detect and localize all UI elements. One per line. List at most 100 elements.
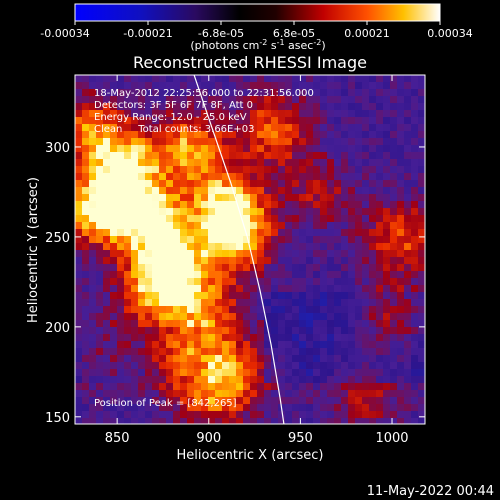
- heatmap-cell: [334, 418, 342, 424]
- x-tick-label: 950: [288, 431, 313, 446]
- heatmap-cell: [334, 229, 342, 237]
- heatmap-cell: [152, 194, 160, 202]
- heatmap-cell: [75, 82, 83, 90]
- heatmap-cell: [117, 355, 125, 363]
- heatmap-cell: [271, 369, 279, 377]
- heatmap-cell: [362, 159, 370, 167]
- heatmap-cell: [236, 131, 244, 139]
- heatmap-cell: [418, 89, 425, 97]
- heatmap-cell: [103, 96, 111, 104]
- heatmap-cell: [390, 292, 398, 300]
- heatmap-cell: [390, 418, 398, 424]
- heatmap-cell: [110, 334, 118, 342]
- heatmap-cell: [243, 222, 251, 230]
- heatmap-cell: [110, 341, 118, 349]
- heatmap-cell: [110, 243, 118, 251]
- heatmap-cell: [334, 89, 342, 97]
- heatmap-cell: [250, 411, 258, 419]
- heatmap-cell: [208, 166, 216, 174]
- heatmap-cell: [145, 75, 153, 83]
- heatmap-cell: [215, 103, 223, 111]
- heatmap-cell: [208, 362, 216, 370]
- heatmap-cell: [187, 194, 195, 202]
- heatmap-cell: [138, 208, 146, 216]
- heatmap-cell: [75, 124, 83, 132]
- heatmap-cell: [341, 250, 349, 258]
- heatmap-cell: [82, 397, 90, 405]
- heatmap-cell: [411, 313, 419, 321]
- heatmap-cell: [152, 320, 160, 328]
- heatmap-cell: [257, 341, 265, 349]
- heatmap-cell: [82, 362, 90, 370]
- heatmap-cell: [313, 124, 321, 132]
- heatmap-cell: [117, 215, 125, 223]
- heatmap-cell: [96, 348, 104, 356]
- heatmap-cell: [96, 180, 104, 188]
- heatmap-cell: [257, 271, 265, 279]
- heatmap-cell: [404, 250, 412, 258]
- heatmap-cell: [271, 187, 279, 195]
- heatmap-cell: [243, 243, 251, 251]
- heatmap-cell: [348, 236, 356, 244]
- heatmap-cell: [355, 201, 363, 209]
- heatmap-cell: [75, 299, 83, 307]
- heatmap-cell: [243, 166, 251, 174]
- heatmap-cell: [376, 313, 384, 321]
- heatmap-cell: [145, 264, 153, 272]
- heatmap-cell: [418, 285, 425, 293]
- heatmap-cell: [243, 348, 251, 356]
- heatmap-cell: [138, 96, 146, 104]
- heatmap-cell: [334, 75, 342, 83]
- heatmap-cell: [278, 166, 286, 174]
- heatmap-cell: [306, 250, 314, 258]
- heatmap-cell: [124, 320, 132, 328]
- heatmap-cell: [75, 222, 83, 230]
- heatmap-cell: [103, 187, 111, 195]
- heatmap-cell: [334, 131, 342, 139]
- heatmap-cell: [236, 404, 244, 412]
- heatmap-cell: [341, 334, 349, 342]
- heatmap-cell: [194, 285, 202, 293]
- heatmap-cell: [306, 75, 314, 83]
- heatmap-cell: [201, 96, 209, 104]
- heatmap-cell: [285, 369, 293, 377]
- heatmap-cell: [383, 306, 391, 314]
- heatmap-cell: [222, 341, 230, 349]
- heatmap-cell: [75, 285, 83, 293]
- heatmap-cell: [299, 89, 307, 97]
- heatmap-cell: [180, 369, 188, 377]
- heatmap-cell: [110, 306, 118, 314]
- heatmap-cell: [166, 250, 174, 258]
- heatmap-cell: [187, 299, 195, 307]
- heatmap-cell: [299, 110, 307, 118]
- heatmap-cell: [306, 117, 314, 125]
- heatmap-cell: [229, 159, 237, 167]
- heatmap-cell: [166, 334, 174, 342]
- heatmap-cell: [292, 264, 300, 272]
- heatmap-cell: [376, 96, 384, 104]
- heatmap-cell: [292, 236, 300, 244]
- heatmap-cell: [201, 229, 209, 237]
- heatmap-cell: [103, 201, 111, 209]
- heatmap-cell: [75, 362, 83, 370]
- heatmap-cell: [257, 257, 265, 265]
- heatmap-cell: [355, 131, 363, 139]
- heatmap-cell: [75, 376, 83, 384]
- heatmap-cell: [201, 292, 209, 300]
- heatmap-cell: [313, 257, 321, 265]
- heatmap-cell: [397, 327, 405, 335]
- heatmap-cell: [243, 369, 251, 377]
- heatmap-cell: [299, 299, 307, 307]
- heatmap-cell: [96, 89, 104, 97]
- heatmap-cell: [110, 250, 118, 258]
- heatmap-cell: [292, 313, 300, 321]
- heatmap-cell: [124, 271, 132, 279]
- heatmap-cell: [306, 362, 314, 370]
- heatmap-cell: [327, 250, 335, 258]
- heatmap-cell: [243, 383, 251, 391]
- heatmap-cell: [201, 271, 209, 279]
- heatmap-cell: [369, 215, 377, 223]
- heatmap-cell: [117, 278, 125, 286]
- heatmap-cell: [124, 152, 132, 160]
- heatmap-cell: [397, 306, 405, 314]
